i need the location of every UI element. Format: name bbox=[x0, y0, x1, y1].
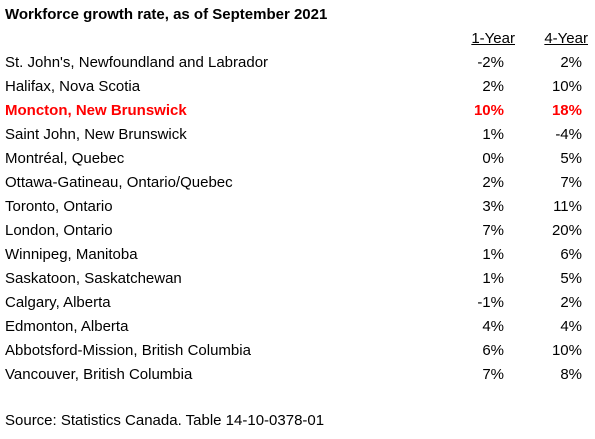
table-row: Ottawa-Gatineau, Ontario/Quebec 2% 7% bbox=[0, 171, 595, 195]
city-name: Montréal, Quebec bbox=[5, 150, 125, 167]
one-year-rate: 1% bbox=[482, 270, 504, 287]
city-name: Edmonton, Alberta bbox=[5, 318, 129, 335]
table-title: Workforce growth rate, as of September 2… bbox=[5, 6, 328, 23]
city-name: Moncton, New Brunswick bbox=[5, 102, 187, 119]
one-year-rate: 7% bbox=[482, 222, 504, 239]
four-year-rate: 7% bbox=[560, 174, 582, 191]
four-year-rate: 5% bbox=[560, 150, 582, 167]
table-row: Saint John, New Brunswick 1% -4% bbox=[0, 123, 595, 147]
city-name: Abbotsford-Mission, British Columbia bbox=[5, 342, 251, 359]
table-row: St. John's, Newfoundland and Labrador -2… bbox=[0, 51, 595, 75]
table-row: London, Ontario 7% 20% bbox=[0, 219, 595, 243]
one-year-rate: 2% bbox=[482, 78, 504, 95]
one-year-rate: 7% bbox=[482, 366, 504, 383]
city-name: Toronto, Ontario bbox=[5, 198, 113, 215]
city-name: Ottawa-Gatineau, Ontario/Quebec bbox=[5, 174, 233, 191]
city-name: St. John's, Newfoundland and Labrador bbox=[5, 54, 269, 71]
table-row: Vancouver, British Columbia 7% 8% bbox=[0, 363, 595, 387]
table-row: Winnipeg, Manitoba 1% 6% bbox=[0, 243, 595, 267]
four-year-rate: 2% bbox=[560, 294, 582, 311]
one-year-rate: 1% bbox=[482, 246, 504, 263]
table-row: Toronto, Ontario 3% 11% bbox=[0, 195, 595, 219]
four-year-rate: 2% bbox=[560, 54, 582, 71]
city-name: Winnipeg, Manitoba bbox=[5, 246, 138, 263]
table-row: Halifax, Nova Scotia 2% 10% bbox=[0, 75, 595, 99]
four-year-rate: 18% bbox=[551, 102, 582, 119]
one-year-rate: 4% bbox=[482, 318, 504, 335]
column-header-1-year: 1-Year bbox=[471, 30, 515, 47]
table-row: Calgary, Alberta -1% 2% bbox=[0, 291, 595, 315]
city-name: Saskatoon, Saskatchewan bbox=[5, 270, 182, 287]
four-year-rate: 4% bbox=[560, 318, 582, 335]
one-year-rate: 1% bbox=[482, 126, 504, 143]
source-note: Source: Statistics Canada. Table 14-10-0… bbox=[5, 412, 325, 429]
four-year-rate: 10% bbox=[551, 342, 582, 359]
one-year-rate: 10% bbox=[473, 102, 504, 119]
city-name: Halifax, Nova Scotia bbox=[5, 78, 141, 95]
city-name: Saint John, New Brunswick bbox=[5, 126, 187, 143]
one-year-rate: 3% bbox=[482, 198, 504, 215]
city-name: Calgary, Alberta bbox=[5, 294, 111, 311]
one-year-rate: -2% bbox=[477, 54, 504, 71]
four-year-rate: 20% bbox=[551, 222, 582, 239]
four-year-rate: 10% bbox=[551, 78, 582, 95]
city-name: Vancouver, British Columbia bbox=[5, 366, 193, 383]
table-row: Saskatoon, Saskatchewan 1% 5% bbox=[0, 267, 595, 291]
one-year-rate: 6% bbox=[482, 342, 504, 359]
four-year-rate: -4% bbox=[555, 126, 582, 143]
one-year-rate: 2% bbox=[482, 174, 504, 191]
table-row: Montréal, Quebec 0% 5% bbox=[0, 147, 595, 171]
city-name: London, Ontario bbox=[5, 222, 113, 239]
four-year-rate: 11% bbox=[553, 198, 582, 215]
table-row: Edmonton, Alberta 4% 4% bbox=[0, 315, 595, 339]
four-year-rate: 5% bbox=[560, 270, 582, 287]
four-year-rate: 8% bbox=[560, 366, 582, 383]
one-year-rate: 0% bbox=[482, 150, 504, 167]
four-year-rate: 6% bbox=[560, 246, 582, 263]
data-table: St. John's, Newfoundland and Labrador -2… bbox=[0, 51, 595, 387]
table-row: Abbotsford-Mission, British Columbia 6% … bbox=[0, 339, 595, 363]
one-year-rate: -1% bbox=[477, 294, 504, 311]
table-row: Moncton, New Brunswick 10% 18% bbox=[0, 99, 595, 123]
column-header-4-year: 4-Year bbox=[544, 30, 588, 47]
